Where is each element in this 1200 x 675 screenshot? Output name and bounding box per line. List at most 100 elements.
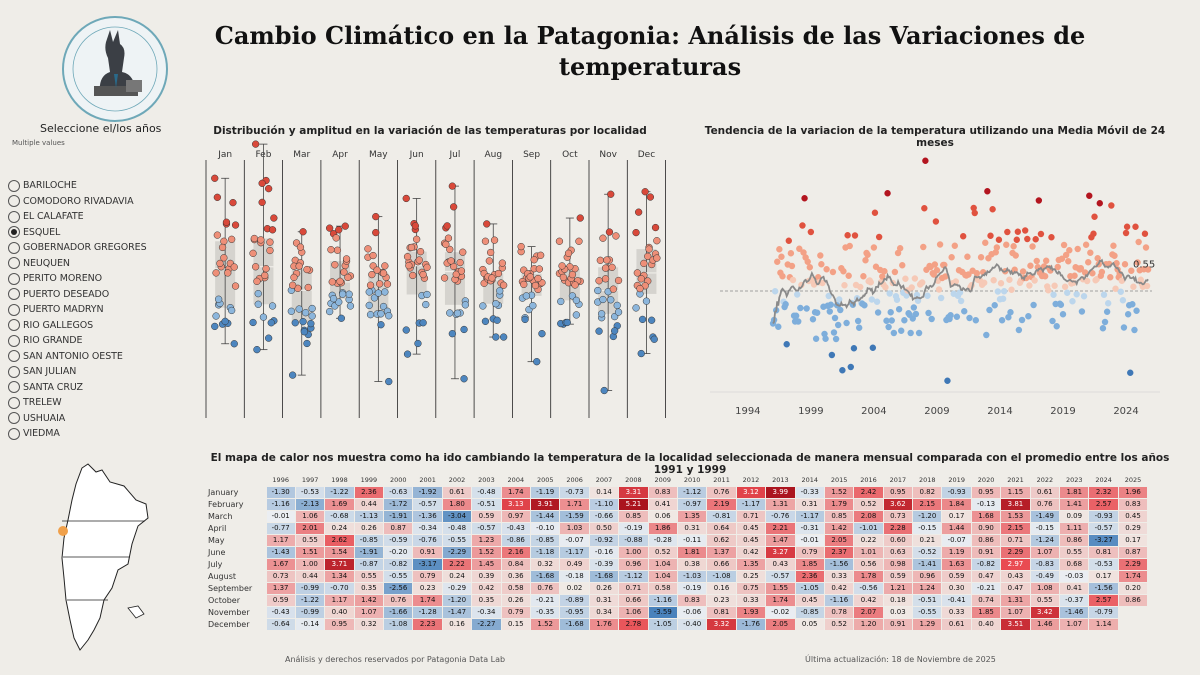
box-point[interactable]: [295, 305, 303, 313]
trend-point[interactable]: [822, 335, 829, 342]
box-point[interactable]: [403, 253, 412, 261]
heatmap-cell[interactable]: 2.29: [1000, 545, 1031, 559]
heatmap-cell[interactable]: 1.04: [647, 569, 678, 583]
box-point[interactable]: [228, 306, 236, 315]
box-point[interactable]: [572, 311, 581, 319]
trend-point[interactable]: [1085, 259, 1092, 266]
trend-point[interactable]: [1012, 252, 1019, 259]
trend-point[interactable]: [1024, 235, 1031, 243]
heatmap-cell[interactable]: 0.64: [706, 521, 737, 535]
heatmap-cell[interactable]: -1.17: [559, 545, 590, 559]
heatmap-cell[interactable]: -3.04: [441, 509, 473, 523]
box-point[interactable]: [299, 228, 307, 236]
radio-button[interactable]: [8, 396, 20, 409]
heatmap-cell[interactable]: 0.85: [823, 509, 855, 523]
radio-button[interactable]: [8, 303, 20, 316]
box-point[interactable]: [257, 236, 265, 244]
heatmap-cell[interactable]: 0.90: [970, 521, 1002, 535]
heatmap-cell[interactable]: 0.43: [765, 557, 796, 571]
heatmap-cell[interactable]: -0.43: [500, 521, 532, 535]
trend-point[interactable]: [836, 296, 843, 303]
trend-point[interactable]: [913, 291, 921, 299]
box-point[interactable]: [479, 302, 487, 310]
trend-point[interactable]: [1096, 200, 1103, 207]
box-point[interactable]: [270, 214, 278, 222]
heatmap-cell[interactable]: -0.02: [765, 605, 796, 619]
box-point[interactable]: [252, 263, 260, 271]
box-point[interactable]: [459, 248, 467, 256]
box-point[interactable]: [521, 315, 529, 324]
box-point[interactable]: [381, 288, 389, 296]
heatmap-cell[interactable]: 0.60: [882, 533, 914, 547]
trend-point[interactable]: [1127, 369, 1134, 376]
heatmap-cell[interactable]: -1.20: [441, 593, 473, 607]
heatmap-cell[interactable]: 1.74: [500, 485, 532, 499]
trend-point[interactable]: [953, 313, 961, 320]
trend-point[interactable]: [774, 258, 781, 265]
heatmap-cell[interactable]: 0.26: [588, 581, 620, 595]
heatmap-cell[interactable]: 0.66: [706, 557, 737, 571]
heatmap-cell[interactable]: 3.62: [882, 497, 914, 511]
heatmap-cell[interactable]: 2.01: [294, 521, 326, 535]
heatmap-cell[interactable]: 0.55: [294, 533, 326, 547]
box-point[interactable]: [327, 246, 335, 254]
heatmap-cell[interactable]: 1.81: [1059, 485, 1090, 499]
box-point[interactable]: [368, 270, 376, 279]
location-option[interactable]: SANTA CRUZ: [8, 380, 147, 396]
heatmap-cell[interactable]: -1.16: [647, 593, 678, 607]
heatmap-cell[interactable]: -0.68: [324, 509, 355, 523]
heatmap-cell[interactable]: -1.47: [441, 605, 473, 619]
heatmap-cell[interactable]: 2.15: [912, 497, 943, 511]
heatmap-cell[interactable]: 2.15: [1000, 521, 1031, 535]
heatmap-cell[interactable]: -0.21: [530, 593, 561, 607]
heatmap-cell[interactable]: 0.86: [1117, 593, 1149, 607]
box-point[interactable]: [448, 330, 457, 338]
box-point[interactable]: [423, 290, 431, 299]
heatmap-cell[interactable]: 1.67: [265, 557, 296, 571]
trend-point[interactable]: [860, 273, 867, 280]
heatmap-cell[interactable]: 0.97: [500, 509, 532, 523]
heatmap-cell[interactable]: -0.70: [324, 581, 355, 595]
box-point[interactable]: [365, 288, 373, 296]
box-point[interactable]: [559, 273, 568, 282]
heatmap-cell[interactable]: 0.23: [706, 593, 737, 607]
heatmap-cell[interactable]: -0.43: [265, 605, 296, 619]
trend-point[interactable]: [999, 295, 1007, 302]
trend-point[interactable]: [1037, 230, 1045, 238]
heatmap-cell[interactable]: 1.00: [618, 545, 649, 559]
box-point[interactable]: [492, 333, 500, 341]
box-point[interactable]: [607, 190, 615, 198]
heatmap-cell[interactable]: -0.21: [970, 581, 1002, 595]
box-point[interactable]: [607, 296, 615, 304]
trend-point[interactable]: [928, 315, 935, 323]
heatmap-cell[interactable]: -1.92: [412, 485, 443, 499]
trend-point[interactable]: [956, 289, 964, 296]
trend-point[interactable]: [1112, 285, 1119, 292]
box-point[interactable]: [443, 222, 451, 230]
heatmap-cell[interactable]: 1.84: [941, 497, 972, 511]
box-point[interactable]: [563, 318, 571, 327]
trend-point[interactable]: [840, 268, 847, 275]
box-point[interactable]: [419, 270, 427, 279]
location-option[interactable]: PUERTO DESEADO: [8, 287, 147, 303]
heatmap-cell[interactable]: -1.44: [530, 509, 561, 523]
box-point[interactable]: [442, 240, 450, 249]
trend-point[interactable]: [782, 301, 789, 308]
heatmap-cell[interactable]: 0.15: [500, 617, 532, 631]
box-point[interactable]: [212, 312, 220, 320]
box-point[interactable]: [636, 284, 644, 293]
trend-point[interactable]: [1108, 202, 1115, 209]
heatmap-cell[interactable]: -0.31: [794, 521, 825, 535]
heatmap-cell[interactable]: 1.63: [941, 557, 972, 571]
heatmap-cell[interactable]: 2.16: [500, 545, 532, 559]
trend-point[interactable]: [803, 305, 810, 312]
trend-point[interactable]: [1086, 192, 1093, 199]
trend-point[interactable]: [1021, 227, 1029, 234]
box-point[interactable]: [211, 174, 219, 182]
box-point[interactable]: [290, 273, 298, 282]
trend-point[interactable]: [883, 317, 890, 324]
heatmap-cell[interactable]: 0.40: [324, 605, 355, 619]
heatmap-cell[interactable]: 0.76: [383, 593, 414, 607]
box-point[interactable]: [450, 203, 458, 211]
box-point[interactable]: [605, 228, 614, 236]
